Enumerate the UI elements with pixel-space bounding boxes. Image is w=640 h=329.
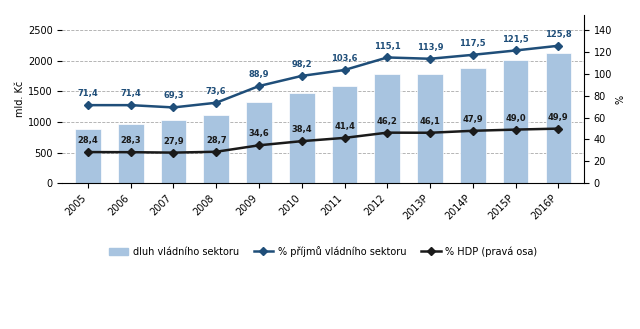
Y-axis label: %: % (615, 94, 625, 104)
Text: 71,4: 71,4 (120, 89, 141, 98)
Y-axis label: mld. Kč: mld. Kč (15, 81, 25, 117)
Text: 49,9: 49,9 (548, 113, 569, 122)
Text: 49,0: 49,0 (505, 114, 526, 123)
Bar (374, 74, 400, 183)
Bar (417, 74, 443, 183)
Text: 98,2: 98,2 (291, 60, 312, 69)
Text: 125,8: 125,8 (545, 30, 572, 39)
Text: 28,4: 28,4 (77, 136, 99, 145)
Bar (332, 86, 357, 183)
Text: 115,1: 115,1 (374, 41, 401, 51)
Bar (289, 93, 315, 183)
Text: 41,4: 41,4 (334, 122, 355, 131)
Text: 103,6: 103,6 (332, 54, 358, 63)
Text: 46,2: 46,2 (377, 117, 397, 126)
Bar (460, 68, 486, 183)
Text: 27,9: 27,9 (163, 137, 184, 146)
Text: 71,4: 71,4 (77, 89, 99, 98)
Text: 46,1: 46,1 (420, 117, 440, 126)
Text: 28,7: 28,7 (206, 136, 227, 145)
Text: 47,9: 47,9 (463, 115, 483, 124)
Bar (246, 102, 272, 183)
Bar (545, 53, 571, 183)
Legend: dluh vládního sektoru, % příjmů vládního sektoru, % HDP (pravá osa): dluh vládního sektoru, % příjmů vládního… (105, 242, 541, 260)
Text: 73,6: 73,6 (206, 87, 227, 96)
Bar (161, 120, 186, 183)
Bar (503, 60, 529, 183)
Text: 121,5: 121,5 (502, 35, 529, 43)
Text: 34,6: 34,6 (248, 129, 269, 139)
Text: 88,9: 88,9 (249, 70, 269, 79)
Text: 69,3: 69,3 (163, 91, 184, 100)
Text: 28,3: 28,3 (120, 136, 141, 145)
Text: 113,9: 113,9 (417, 43, 444, 52)
Text: 117,5: 117,5 (460, 39, 486, 48)
Text: 38,4: 38,4 (291, 125, 312, 134)
Bar (204, 115, 229, 183)
Bar (75, 129, 100, 183)
Bar (118, 124, 143, 183)
